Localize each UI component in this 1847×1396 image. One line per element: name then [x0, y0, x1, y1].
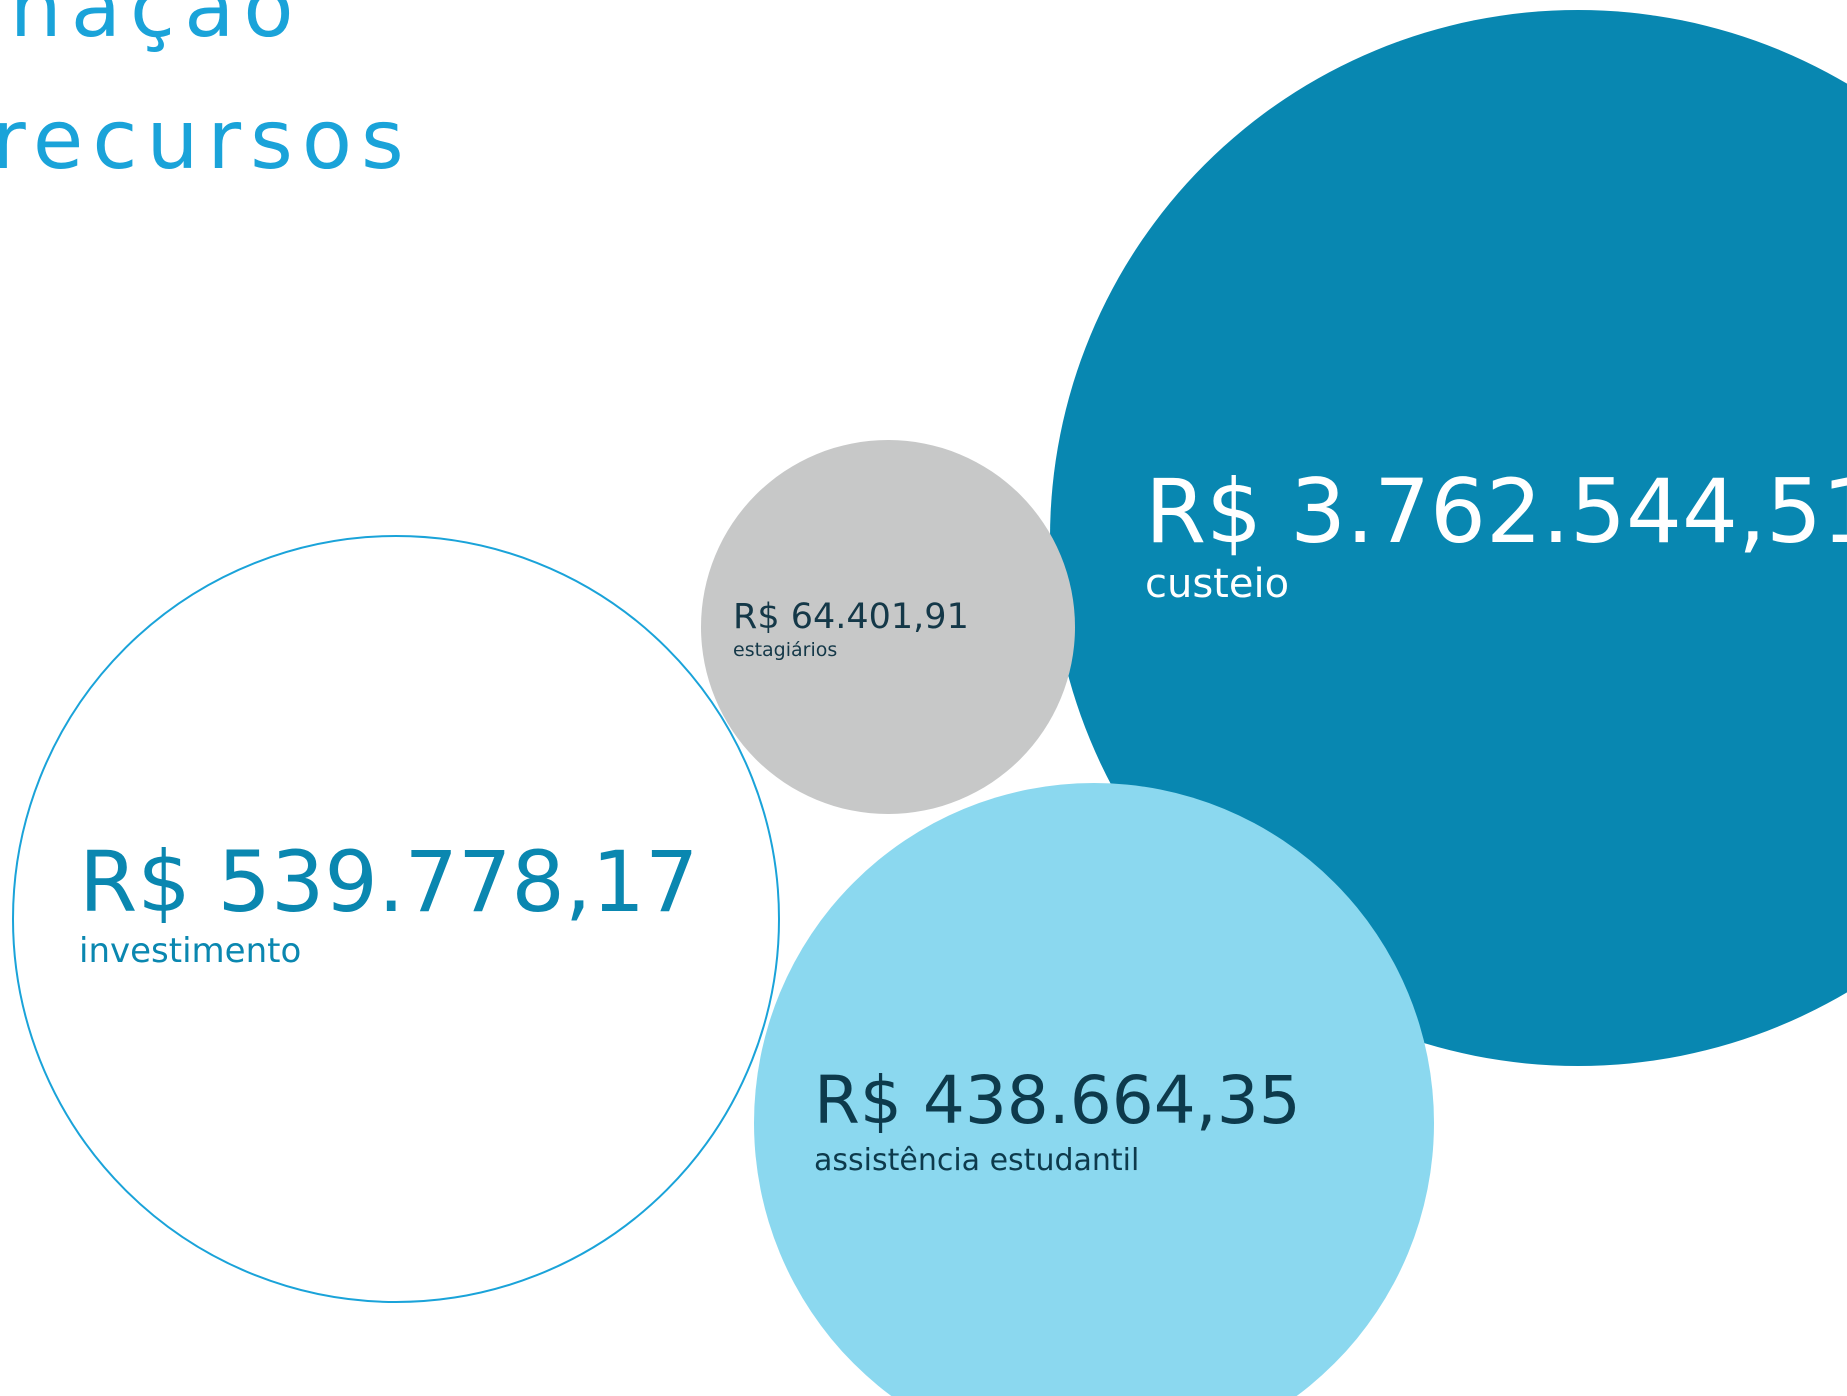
bubble-fill: [13, 536, 779, 1302]
value-label: R$ 64.401,91: [733, 597, 969, 637]
value-label: R$ 539.778,17: [79, 833, 698, 931]
value-label: R$ 3.762.544,51: [1145, 460, 1847, 563]
title-line: inação: [0, 0, 303, 56]
title-line: recursos: [0, 93, 413, 188]
bubble: [12, 535, 780, 1303]
bubble: [701, 440, 1075, 814]
category-label: assistência estudantil: [814, 1143, 1139, 1178]
bubble: [1050, 10, 1847, 1066]
bubble: [754, 783, 1434, 1396]
category-label: custeio: [1145, 561, 1289, 607]
category-label: estagiários: [733, 639, 837, 661]
category-label: investimento: [79, 931, 301, 971]
value-label: R$ 438.664,35: [814, 1062, 1301, 1139]
